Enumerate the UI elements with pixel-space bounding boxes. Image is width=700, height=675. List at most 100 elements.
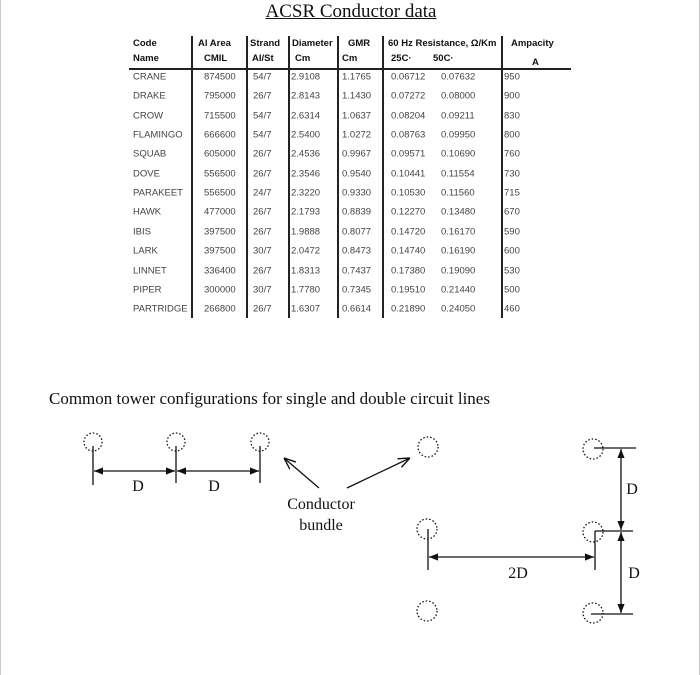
cell-diameter: 2.3546 xyxy=(291,168,321,180)
cell-resistance-25c: 0.08763 xyxy=(391,129,426,141)
cell-gmr: 0.9540 xyxy=(342,168,372,180)
cell-ampacity: 800 xyxy=(504,129,520,141)
header-strand: Al/St xyxy=(252,53,274,64)
cell-ampacity: 600 xyxy=(504,245,520,257)
cell-gmr: 0.9967 xyxy=(342,148,372,160)
cell-code-name: CRANE xyxy=(133,71,167,83)
cell-gmr: 1.0637 xyxy=(342,110,372,122)
cell-code-name: IBIS xyxy=(133,226,151,238)
cell-resistance-25c: 0.17380 xyxy=(391,265,426,276)
cell-code-name: SQUAB xyxy=(133,148,167,160)
column-divider xyxy=(191,36,193,318)
cell-ampacity: 760 xyxy=(504,148,520,160)
header-resistance: 60 Hz Resistance, Ω/Km xyxy=(388,38,497,49)
spacing-label: D xyxy=(628,565,640,582)
cell-al-area: 795000 xyxy=(204,90,236,102)
cell-al-area: 266800 xyxy=(204,303,236,315)
cell-al-area: 336400 xyxy=(204,265,236,276)
header-resistance: 25C· xyxy=(391,53,412,64)
cell-resistance-50c: 0.13480 xyxy=(441,206,476,218)
cell-diameter: 1.9888 xyxy=(291,226,321,238)
cell-al-area: 605000 xyxy=(204,148,236,160)
cell-resistance-50c: 0.09211 xyxy=(441,110,475,122)
cell-ampacity: 500 xyxy=(504,284,520,296)
cell-diameter: 1.6307 xyxy=(291,303,321,315)
spacing-label: D xyxy=(208,478,220,495)
cell-gmr: 1.1430 xyxy=(342,90,372,102)
cell-resistance-50c: 0.07632 xyxy=(441,71,476,83)
cell-diameter: 2.1793 xyxy=(291,206,321,218)
conductor-bundle-icon xyxy=(417,436,439,458)
header-resistance: 50C· xyxy=(433,53,454,64)
cell-resistance-50c: 0.10690 xyxy=(441,148,476,160)
cell-code-name: PARTRIDGE xyxy=(133,303,188,315)
cell-al-area: 666600 xyxy=(204,129,236,141)
conductor-bundle-icon xyxy=(83,432,103,452)
column-divider xyxy=(288,36,290,318)
cell-gmr: 0.8077 xyxy=(342,226,372,238)
cell-resistance-50c: 0.16170 xyxy=(441,226,476,238)
cell-gmr: 1.0272 xyxy=(342,129,372,141)
cell-al-area: 715500 xyxy=(204,110,236,122)
cell-diameter: 2.4536 xyxy=(291,148,321,160)
cell-resistance-25c: 0.06712 xyxy=(391,71,426,83)
cell-resistance-25c: 0.19510 xyxy=(391,284,426,296)
bundle-label-line2: bundle xyxy=(299,517,343,534)
cell-al-area: 556500 xyxy=(204,187,236,199)
cell-strand: 26/7 xyxy=(253,226,272,238)
header-gmr: Cm xyxy=(342,53,358,64)
conductor-bundle-icon xyxy=(416,600,438,622)
header-ampacity: Ampacity xyxy=(511,38,554,49)
cell-resistance-50c: 0.08000 xyxy=(441,90,476,102)
cell-al-area: 874500 xyxy=(204,71,236,83)
cell-resistance-50c: 0.24050 xyxy=(441,303,476,315)
cell-strand: 26/7 xyxy=(253,206,272,218)
cell-code-name: PARAKEET xyxy=(133,187,183,199)
cell-ampacity: 530 xyxy=(504,265,520,276)
conductor-bundle-icon xyxy=(166,432,186,452)
header-diameter: Cm xyxy=(295,53,311,64)
conductor-bundle-icon xyxy=(582,602,604,624)
cell-ampacity: 460 xyxy=(504,303,520,315)
cell-strand: 54/7 xyxy=(253,71,272,83)
conductor-bundle-icon xyxy=(250,432,270,452)
pointer-arrow xyxy=(284,458,320,489)
cell-code-name: HAWK xyxy=(133,206,162,218)
cell-resistance-50c: 0.11560 xyxy=(441,187,475,199)
cell-resistance-25c: 0.14720 xyxy=(391,226,426,238)
cell-strand: 30/7 xyxy=(253,245,272,257)
cell-strand: 30/7 xyxy=(253,284,272,296)
cell-gmr: 0.8839 xyxy=(342,206,372,218)
cell-strand: 26/7 xyxy=(253,168,272,180)
column-divider xyxy=(246,36,248,318)
cell-ampacity: 730 xyxy=(504,168,520,180)
cell-resistance-25c: 0.12270 xyxy=(391,206,426,218)
cell-diameter: 2.0472 xyxy=(291,245,321,257)
spacing-label: D xyxy=(132,478,144,495)
cell-gmr: 0.8473 xyxy=(342,245,372,257)
cell-al-area: 556500 xyxy=(204,168,236,180)
cell-ampacity: 715 xyxy=(504,187,520,199)
cell-resistance-25c: 0.14740 xyxy=(391,245,426,257)
header-gmr: GMR xyxy=(348,38,371,49)
cell-gmr: 0.7437 xyxy=(342,265,372,276)
double-circuit-conductors xyxy=(416,436,636,624)
header-strand: Strand xyxy=(250,38,281,49)
cell-diameter: 2.3220 xyxy=(291,187,321,199)
page-title: ACSR Conductor data xyxy=(1,1,699,23)
column-divider xyxy=(382,36,384,318)
cell-resistance-25c: 0.21890 xyxy=(391,303,426,315)
cell-ampacity: 590 xyxy=(504,226,520,238)
conductor-bundle-icon xyxy=(416,518,438,540)
cell-diameter: 2.6314 xyxy=(291,110,321,122)
spacing-label: D xyxy=(626,481,638,498)
cell-diameter: 1.8313 xyxy=(291,265,321,276)
conductor-bundle-icon xyxy=(582,521,604,543)
cell-resistance-50c: 0.21440 xyxy=(441,284,476,296)
cell-strand: 54/7 xyxy=(253,129,272,141)
cell-ampacity: 900 xyxy=(504,90,520,102)
cell-resistance-50c: 0.19090 xyxy=(441,265,476,276)
cell-resistance-50c: 0.16190 xyxy=(441,245,476,257)
cell-resistance-50c: 0.09950 xyxy=(441,129,476,141)
